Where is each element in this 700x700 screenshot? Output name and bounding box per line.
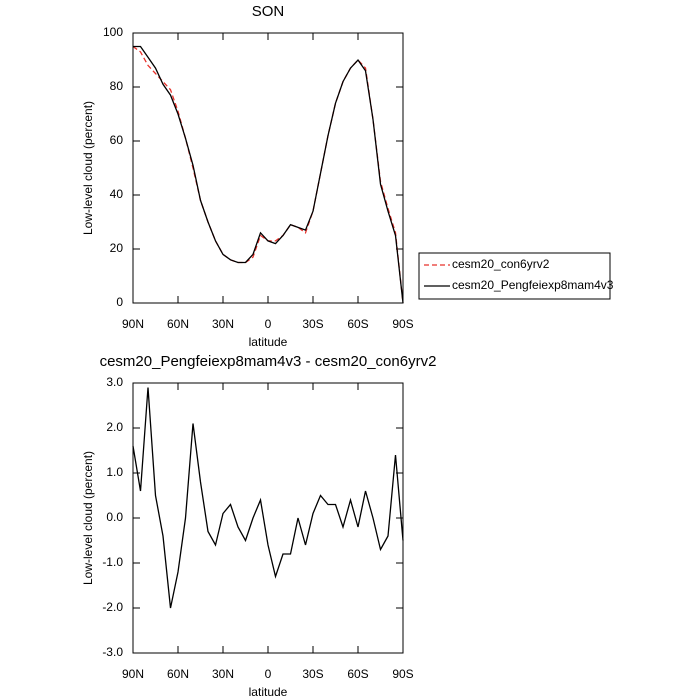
x-tick-label: 30S: [302, 667, 323, 681]
y-tick-label: -3.0: [102, 645, 123, 659]
x-tick-label: 90S: [392, 667, 413, 681]
y-axis-label: Low-level cloud (percent): [81, 101, 95, 235]
x-tick-label: 90S: [392, 317, 413, 331]
y-tick-label: 100: [103, 25, 123, 39]
x-axis-label: latitude: [249, 685, 288, 699]
plot-frame: [132, 382, 404, 654]
plot-frame: [132, 32, 404, 304]
y-tick-label: 2.0: [106, 420, 123, 434]
x-tick-label: 30S: [302, 317, 323, 331]
y-tick-label: 3.0: [106, 375, 123, 389]
x-tick-label: 60N: [167, 667, 189, 681]
data-line: [132, 387, 404, 609]
y-tick-label: 80: [110, 79, 124, 93]
x-tick-label: 90N: [122, 667, 144, 681]
legend-box: [418, 252, 611, 300]
legend-label: cesm20_con6yrv2: [452, 257, 550, 271]
y-tick-label: 0.0: [106, 510, 123, 524]
x-tick-label: 90N: [122, 317, 144, 331]
y-axis-label: Low-level cloud (percent): [81, 451, 95, 585]
data-line: [133, 45, 404, 304]
x-tick-label: 0: [265, 667, 272, 681]
x-tick-label: 60S: [347, 667, 368, 681]
chart-title: SON: [252, 3, 285, 20]
data-line: [132, 45, 404, 304]
chart-title: cesm20_Pengfeiexp8mam4v3 - cesm20_con6yr…: [100, 353, 437, 370]
x-tick-label: 30N: [212, 317, 234, 331]
x-tick-label: 0: [265, 317, 272, 331]
y-tick-label: 1.0: [106, 465, 123, 479]
x-tick-label: 30N: [212, 667, 234, 681]
x-tick-label: 60S: [347, 317, 368, 331]
y-tick-label: 40: [110, 187, 124, 201]
y-tick-label: 0: [116, 295, 123, 309]
y-tick-label: 60: [110, 133, 124, 147]
y-tick-label: -1.0: [102, 555, 123, 569]
legend-label: cesm20_Pengfeiexp8mam4v3: [452, 278, 614, 292]
x-axis-label: latitude: [249, 335, 288, 349]
y-tick-label: 20: [110, 241, 124, 255]
y-tick-label: -2.0: [102, 600, 123, 614]
x-tick-label: 60N: [167, 317, 189, 331]
